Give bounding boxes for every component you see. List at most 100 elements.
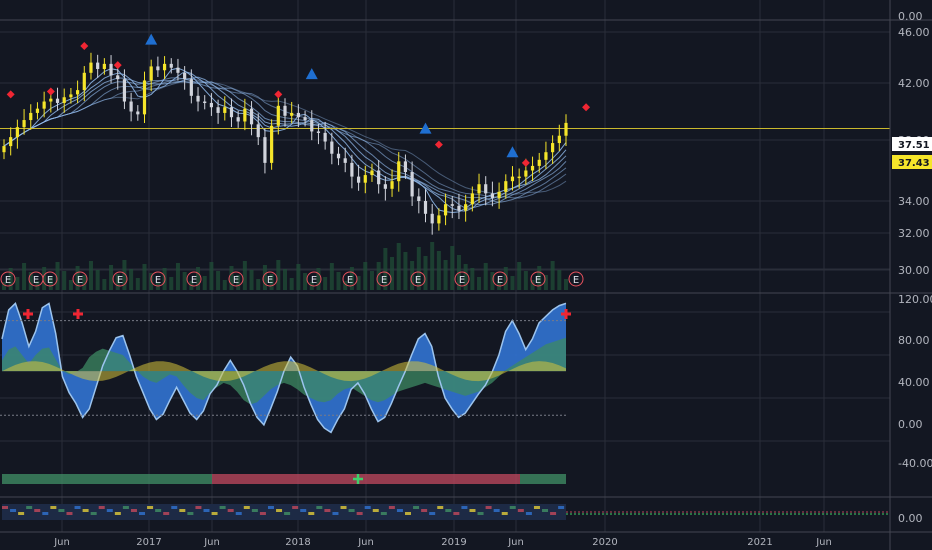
sub-indicator-pane [2, 504, 890, 520]
candle-body [537, 159, 541, 166]
buy-signal-triangle [419, 122, 432, 134]
oscillator-yellow-band [2, 361, 566, 382]
time-tick-label: Jun [203, 537, 220, 548]
candle-body [243, 108, 247, 122]
time-tick-label: Jun [507, 537, 524, 548]
volume-bar [550, 261, 555, 290]
candle-body [544, 152, 548, 160]
candle-body [256, 124, 260, 138]
volume-bar [436, 251, 441, 290]
volume-bar [15, 277, 20, 290]
volume-bar [523, 271, 528, 290]
sub-indicator-bar [421, 509, 428, 512]
candle-body [196, 95, 200, 102]
candle-body [470, 193, 474, 205]
earnings-icon [454, 271, 470, 287]
candle-body [296, 112, 300, 118]
volume-bar [349, 267, 354, 290]
earnings-label: E [33, 275, 39, 286]
sub-indicator-bar [235, 512, 242, 515]
candle-body [323, 132, 327, 142]
sub-indicator-bar [139, 512, 146, 515]
earnings-label: E [233, 275, 239, 286]
volume-bar [483, 263, 488, 290]
volume-bar [470, 268, 475, 290]
earnings-icon [228, 271, 244, 287]
sub-indicator-bar [66, 512, 73, 515]
sub-indicator-bar [485, 506, 492, 509]
sell-signal-diamond [274, 90, 283, 99]
earnings-icon [492, 271, 508, 287]
buy-signal-triangle [506, 146, 519, 158]
sub-indicator-band [2, 504, 566, 520]
volume-bar [383, 248, 388, 290]
volume-bar [283, 269, 287, 290]
volume-bar [236, 275, 241, 290]
candle-body [276, 105, 280, 126]
candle-body [336, 153, 341, 159]
candle-body [310, 120, 314, 132]
earnings-label: E [347, 275, 353, 286]
candle-body [423, 201, 428, 214]
earnings-label: E [191, 275, 197, 286]
candle-body [450, 204, 454, 206]
volume-bar [376, 262, 381, 290]
candle-body [236, 117, 240, 122]
candle-body [129, 101, 133, 112]
oscillator-tick-label: -40.00 [898, 457, 932, 470]
volume-bar [329, 263, 334, 290]
volume-bar [289, 278, 294, 290]
candle-body [49, 98, 53, 102]
candle-body [136, 111, 140, 115]
oscillator-pane [0, 302, 571, 434]
candle-body [216, 107, 220, 113]
sub-indicator-bar [316, 506, 323, 509]
time-tick-label: Jun [815, 537, 832, 548]
sell-signal-diamond [582, 103, 591, 112]
sub-indicator-bar [477, 512, 484, 515]
candle-body [189, 79, 193, 96]
volume-bar [517, 262, 522, 290]
volume-bar [222, 280, 227, 290]
volume-bar [115, 274, 120, 290]
earnings-icon [186, 271, 202, 287]
volume-bar [202, 276, 207, 290]
earnings-icon [568, 271, 584, 287]
volume-bar [135, 278, 140, 290]
candle-body [330, 141, 334, 154]
trend-bar-bull [520, 474, 566, 484]
sub-indicator-bar [276, 509, 283, 512]
sub-indicator-bar [18, 512, 25, 515]
candle-body [390, 181, 394, 189]
volume-bar [48, 276, 53, 290]
volume-bar [182, 272, 187, 290]
candle-body [383, 184, 387, 189]
earnings-label: E [459, 275, 465, 286]
price-tick-label: 30.00 [898, 264, 930, 277]
candle-body [89, 62, 93, 73]
oscillator-peak-plus [561, 309, 571, 319]
sub-indicator-bar [469, 509, 476, 512]
buy-signal-triangle [145, 33, 158, 45]
volume-bar [175, 263, 180, 290]
price-tick-label: 32.00 [898, 227, 930, 240]
earnings-icon [530, 271, 546, 287]
earnings-label: E [5, 275, 11, 286]
earnings-label: E [117, 275, 123, 286]
earnings-label: E [155, 275, 161, 286]
candle-body [149, 66, 153, 81]
candle-body [484, 184, 488, 194]
earnings-icon [0, 271, 16, 287]
candle-body [263, 137, 267, 163]
candle-body [82, 72, 86, 91]
volume-bar [396, 243, 401, 290]
oscillator-tick-label: 0.00 [898, 418, 923, 431]
sub-indicator-bar [219, 506, 226, 509]
sub-indicator-bar [356, 512, 363, 515]
volume-bar [369, 271, 374, 290]
sub-indicator-bar [509, 506, 516, 509]
candle-body [370, 170, 374, 176]
candle-body [203, 101, 207, 104]
sub-indicator-bar [453, 512, 460, 515]
candle-body [417, 196, 421, 201]
